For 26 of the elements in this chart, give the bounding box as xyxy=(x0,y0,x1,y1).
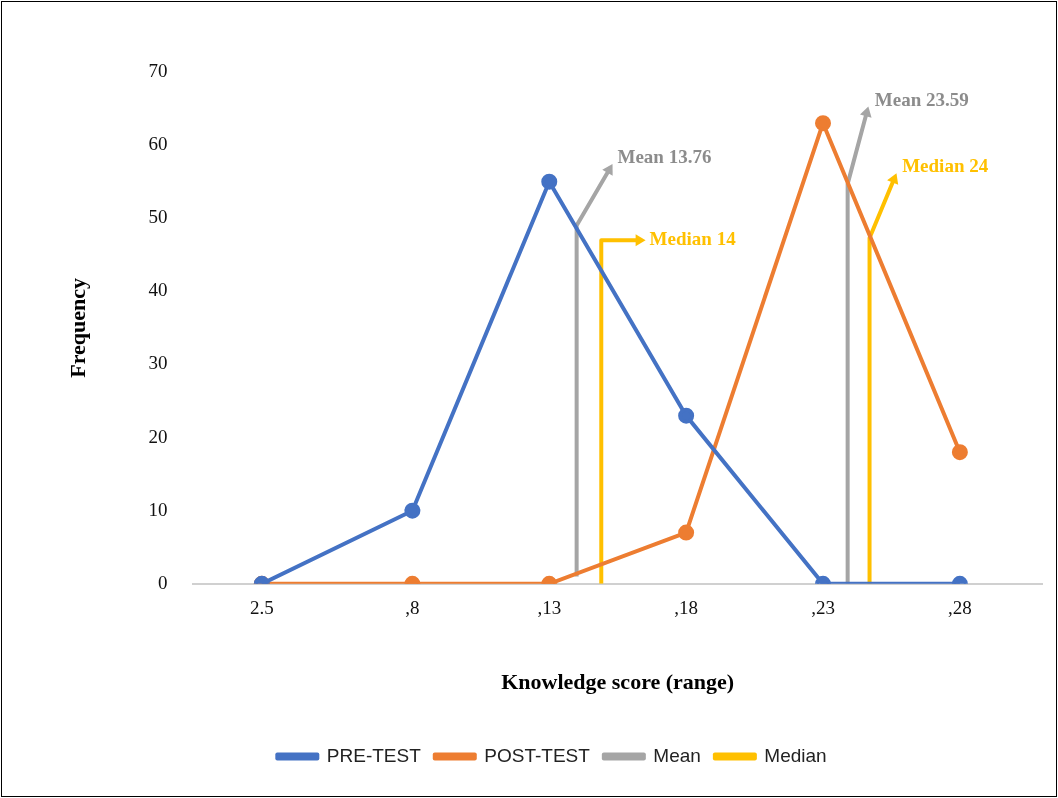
y-tick-label: 0 xyxy=(157,571,168,593)
y-tick-label: 60 xyxy=(148,133,168,155)
y-axis-title: Frequency xyxy=(64,277,90,378)
annotation: Median 14 xyxy=(649,228,737,250)
y-tick-label: 10 xyxy=(148,498,168,520)
y-tick-label: 50 xyxy=(148,206,168,228)
legend-label: PRE-TEST xyxy=(326,744,422,766)
point xyxy=(815,115,832,132)
legend-label: POST-TEST xyxy=(484,744,591,766)
x-tick-label: ,8 xyxy=(405,597,420,619)
legend-label: Median xyxy=(764,744,827,766)
annotation: Mean 13.76 xyxy=(617,145,712,167)
x-tick-label: ,18 xyxy=(674,597,699,619)
x-tick-label: 2.5 xyxy=(249,597,274,619)
y-tick-label: 20 xyxy=(148,425,168,447)
point xyxy=(541,173,558,190)
annotation: Mean 23.59 xyxy=(874,88,969,110)
annotation: Median 24 xyxy=(902,155,989,177)
x-tick-label: ,28 xyxy=(948,597,972,619)
y-tick-label: 40 xyxy=(148,279,168,301)
x-tick-label: ,13 xyxy=(537,597,562,619)
x-axis-title: Knowledge score (range) xyxy=(501,669,735,695)
y-tick-label: 30 xyxy=(148,352,168,374)
y-tick-label: 70 xyxy=(148,59,168,81)
legend-label: Mean xyxy=(653,744,701,766)
x-tick-label: ,23 xyxy=(811,597,835,619)
